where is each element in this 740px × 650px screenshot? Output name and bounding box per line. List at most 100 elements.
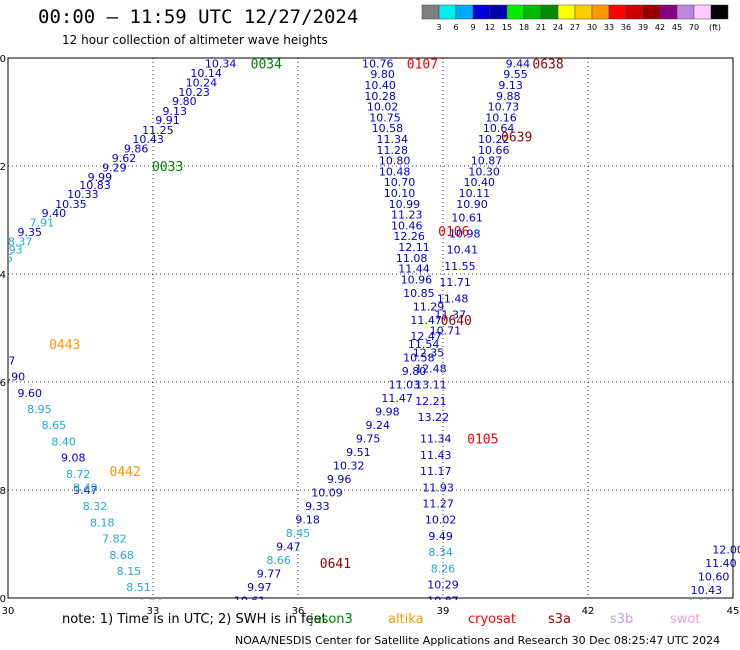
wave-height-value: 9.44 (506, 57, 531, 70)
legend-s3b: s3b (610, 612, 634, 627)
wave-height-value: 10.10 (384, 187, 416, 200)
pass-time-label: 0639 (501, 130, 532, 145)
wave-height-value: 9.80 (172, 95, 197, 108)
wave-height-value: 11.44 (398, 263, 430, 276)
wave-height-value: 11.47 (381, 392, 413, 405)
wave-height-value: 8.18 (90, 516, 115, 529)
wave-height-value: 10.76 (362, 57, 394, 70)
wave-height-value: 10.75 (369, 111, 401, 124)
wave-height-value: 10.28 (364, 90, 396, 103)
wave-height-value: 12.00 (712, 543, 740, 556)
colorbar-swatch (455, 4, 474, 20)
wave-height-value: 11.08 (396, 252, 428, 265)
wave-height-value: 9.40 (42, 207, 67, 220)
wave-height-value: 9.77 (257, 568, 282, 581)
wave-height-value: 10.32 (333, 460, 365, 473)
pass-time-label: 0105 (467, 433, 498, 448)
colorbar-tick-label: 24 (553, 23, 563, 32)
wave-height-value: 11.23 (391, 209, 423, 222)
wave-height-value: 9.49 (428, 530, 453, 543)
colorbar-swatch (506, 4, 525, 20)
wave-height-value: 10.40 (364, 79, 396, 92)
colorbar-swatch (693, 4, 712, 20)
wave-height-value: 8.32 (83, 500, 108, 513)
wave-height-value: 8.81 (687, 597, 712, 610)
wave-height-value: 11.03 (389, 379, 421, 392)
pass-time-label: 0033 (152, 160, 183, 175)
wave-height-value: 9.80 (402, 365, 427, 378)
y-tick-label: -50 (0, 54, 6, 65)
wave-height-value: 10.46 (391, 219, 423, 232)
wave-height-value: 9.90 (1, 371, 26, 384)
wave-height-value: 10.14 (190, 67, 222, 80)
wave-height-value: 10.43 (132, 133, 164, 146)
wave-height-value: 8.49 (73, 481, 98, 494)
wave-height-value: 9.75 (356, 433, 381, 446)
wave-height-value: 7.82 (102, 533, 127, 546)
wave-height-value: 9.60 (18, 387, 43, 400)
wave-height-value: 9.18 (295, 514, 320, 527)
wave-height-value: 13.22 (418, 411, 450, 424)
pass-time-label: 0034 (251, 57, 282, 72)
wave-height-value: 9.29 (102, 162, 127, 175)
wave-height-value: 10.24 (186, 76, 218, 89)
wave-height-value: 11.28 (377, 144, 409, 157)
y-tick-label: -60 (0, 594, 6, 605)
colorbar-swatch (523, 4, 542, 20)
pass-time-label: 0442 (110, 465, 141, 480)
wave-height-value: 8.15 (117, 565, 142, 578)
pass-time-label: 0641 (320, 557, 351, 572)
wave-height-value: 9.24 (366, 419, 391, 432)
wave-height-value: 10.87 (427, 595, 459, 608)
wave-height-value: 9.99 (88, 171, 113, 184)
colorbar-swatch (591, 4, 610, 20)
x-tick-label: 45 (727, 606, 740, 617)
wave-height-value: 8.45 (286, 527, 311, 540)
wave-height-value: 9.47 (73, 484, 98, 497)
legend-altika: altika (388, 612, 424, 627)
colorbar-swatch (557, 4, 576, 20)
wave-height-value: 9.51 (346, 446, 371, 459)
x-tick-label: 39 (437, 606, 450, 617)
wave-height-value: 9.35 (18, 226, 43, 239)
wave-height-value: 8.25 (0, 252, 13, 265)
wave-height-value: 10.66 (478, 144, 510, 157)
wave-height-value: 10.30 (468, 165, 500, 178)
wave-height-value: 11.29 (413, 300, 445, 313)
colorbar-tick-label: 70 (689, 23, 699, 32)
wave-height-value: 9.88 (496, 90, 521, 103)
wave-height-value: 12.35 (413, 346, 445, 359)
wave-height-value: 11.40 (705, 557, 737, 570)
footer-credit: NOAA/NESDIS Center for Satellite Applica… (235, 634, 721, 647)
wave-height-value: 13.11 (415, 379, 447, 392)
wave-height-value: 10.43 (691, 584, 723, 597)
wave-height-value: 9.33 (305, 500, 330, 513)
wave-height-value: 9.08 (61, 452, 86, 465)
colorbar-tick-label: 36 (621, 23, 631, 32)
wave-height-value: 10.60 (698, 570, 730, 583)
wave-height-value: 10.41 (447, 244, 479, 257)
pass-time-label: 0640 (441, 314, 472, 329)
wave-height-value: 11.93 (422, 481, 454, 494)
colorbar-swatch (472, 4, 491, 20)
wave-height-value: 10.64 (483, 122, 515, 135)
wave-height-value: 11.43 (420, 449, 452, 462)
colorbar-swatch (438, 4, 457, 20)
colorbar-tick-label: 39 (638, 23, 648, 32)
wave-height-value: 7.80 (150, 646, 175, 650)
legend-s3a: s3a (548, 612, 572, 627)
wave-height-value: 12.26 (393, 230, 425, 243)
wave-height-value: 10.71 (430, 325, 462, 338)
colorbar-swatch (642, 4, 661, 20)
wave-height-value: 9.91 (155, 114, 180, 127)
colorbar-swatch (574, 4, 593, 20)
wave-height-value: 10.34 (205, 57, 237, 70)
y-tick-label: -52 (0, 162, 6, 173)
pass-time-label: 0443 (49, 338, 80, 353)
legend-cryosat: cryosat (468, 612, 516, 627)
track-group: 10.3410.1410.2410.239.809.139.9111.2510.… (0, 57, 740, 650)
wave-height-value: 11.37 (435, 309, 467, 322)
colorbar-tick-label: 9 (470, 23, 475, 32)
colorbar-tick-label: 42 (655, 23, 665, 32)
